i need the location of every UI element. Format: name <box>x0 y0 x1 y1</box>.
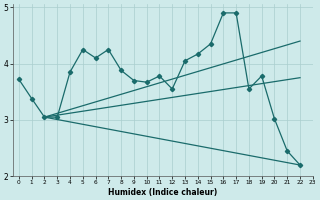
X-axis label: Humidex (Indice chaleur): Humidex (Indice chaleur) <box>108 188 217 197</box>
